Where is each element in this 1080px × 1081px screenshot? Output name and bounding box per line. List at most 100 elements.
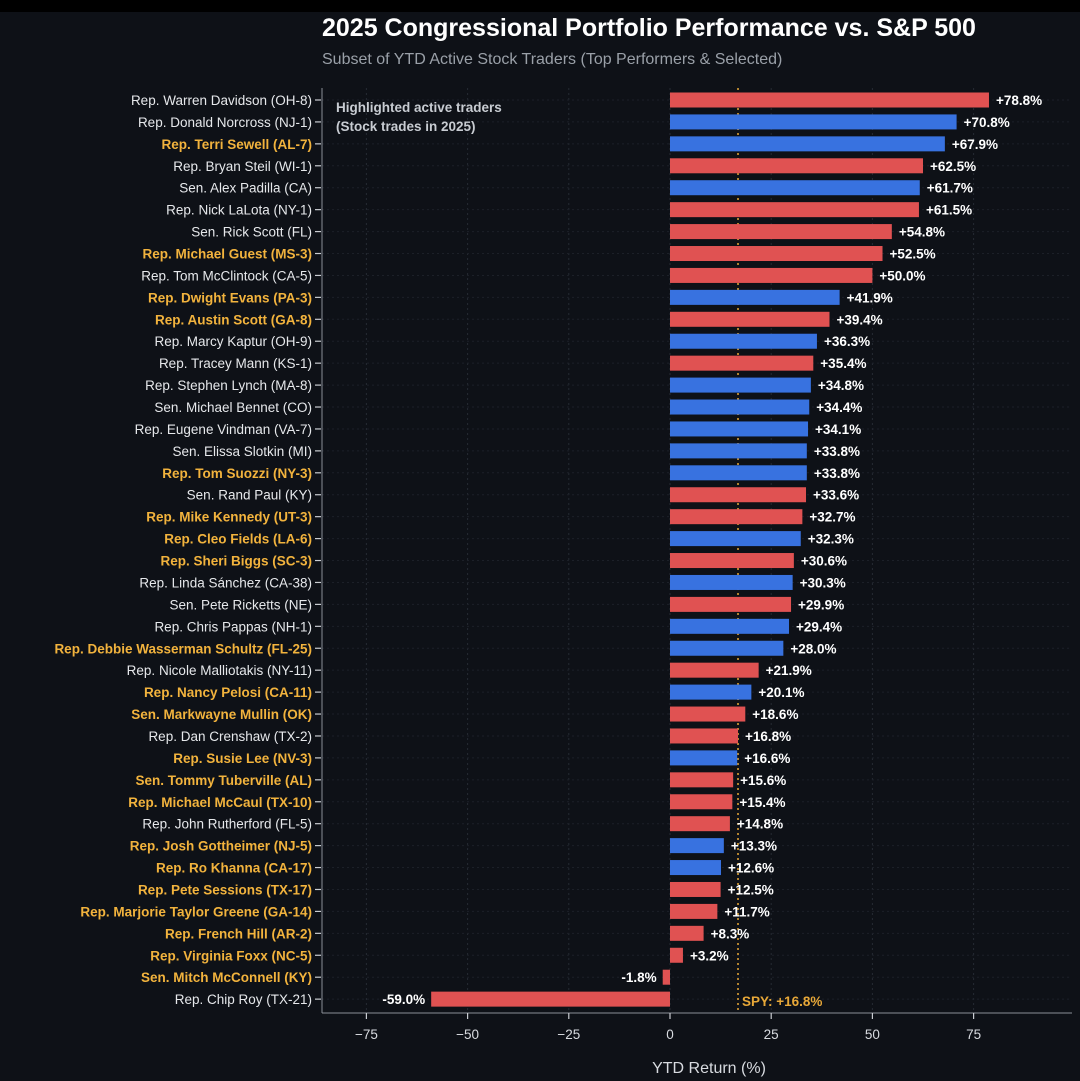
- x-tick-labels: −75 −50 −25 0 25 50 75: [355, 1013, 981, 1042]
- category-label: Rep. Mike Kennedy (UT-3): [146, 510, 312, 525]
- bar: [670, 684, 752, 700]
- bar: [670, 640, 784, 656]
- category-label: Rep. Marjorie Taylor Greene (GA-14): [80, 904, 312, 919]
- category-label: Rep. Marcy Kaptur (OH-9): [154, 334, 312, 349]
- value-label: +62.5%: [930, 159, 976, 174]
- x-tick-label: 0: [666, 1027, 674, 1042]
- bar: [670, 289, 840, 305]
- category-label: Rep. Dan Crenshaw (TX-2): [148, 729, 312, 744]
- category-label: Rep. John Rutherford (FL-5): [142, 817, 312, 832]
- value-labels: +78.8% +70.8% +67.9% +62.5% +61.7% +61.5% +54.…: [382, 93, 1042, 1007]
- value-label: +30.6%: [801, 554, 847, 569]
- bar: [670, 750, 738, 766]
- axes: [315, 88, 1072, 1014]
- spy-reference-label: SPY: +16.8%: [742, 994, 822, 1009]
- category-label: Sen. Elissa Slotkin (MI): [172, 444, 312, 459]
- value-label: +3.2%: [690, 948, 729, 963]
- bar: [670, 421, 809, 437]
- category-labels: Rep. Warren Davidson (OH-8) Rep. Donald N…: [54, 93, 312, 1007]
- category-label: Rep. Josh Gottheimer (NJ-5): [130, 839, 312, 854]
- category-label: Rep. Linda Sánchez (CA-38): [139, 575, 312, 590]
- bar: [670, 465, 807, 481]
- bar: [670, 903, 718, 919]
- category-label: Rep. Virginia Foxx (NC-5): [150, 948, 312, 963]
- value-label: +16.8%: [745, 729, 791, 744]
- category-label: Rep. Chip Roy (TX-21): [175, 992, 312, 1007]
- value-label: +35.4%: [820, 356, 866, 371]
- category-label: Rep. Debbie Wasserman Schultz (FL-25): [54, 641, 312, 656]
- value-label: +39.4%: [836, 312, 882, 327]
- value-label: +34.4%: [816, 400, 862, 415]
- category-label: Sen. Rand Paul (KY): [187, 488, 312, 503]
- bar: [670, 574, 793, 590]
- bar: [670, 794, 733, 810]
- x-tick-label: 75: [966, 1027, 981, 1042]
- value-label: +32.3%: [808, 532, 854, 547]
- bar: [431, 991, 670, 1007]
- value-label: +34.8%: [818, 378, 864, 393]
- category-label: Rep. Michael Guest (MS-3): [142, 247, 312, 262]
- chart-title: 2025 Congressional Portfolio Performance…: [322, 14, 976, 42]
- category-label: Sen. Tommy Tuberville (AL): [135, 773, 312, 788]
- value-label: +52.5%: [890, 247, 936, 262]
- category-label: Rep. Susie Lee (NV-3): [173, 751, 312, 766]
- bar: [670, 618, 790, 634]
- category-label: Rep. Stephen Lynch (MA-8): [145, 378, 312, 393]
- category-label: Rep. Dwight Evans (PA-3): [148, 290, 312, 305]
- category-label: Rep. Tom Suozzi (NY-3): [162, 466, 312, 481]
- category-label: Rep. Nick LaLota (NY-1): [166, 203, 312, 218]
- bar: [670, 596, 792, 612]
- bar: [670, 662, 759, 678]
- bar: [670, 267, 873, 283]
- value-label: +15.6%: [740, 773, 786, 788]
- value-label: +28.0%: [790, 641, 836, 656]
- bars: [431, 92, 989, 1007]
- x-tick-label: −25: [557, 1027, 580, 1042]
- bar: [670, 377, 811, 393]
- category-label: Rep. Tom McClintock (CA-5): [141, 268, 312, 283]
- value-label: +12.5%: [728, 882, 774, 897]
- value-label: +36.3%: [824, 334, 870, 349]
- value-label: +29.9%: [798, 597, 844, 612]
- top-border: [0, 0, 1080, 12]
- value-label: +70.8%: [964, 115, 1010, 130]
- bar: [670, 224, 892, 240]
- category-label: Sen. Markwayne Mullin (OK): [131, 707, 312, 722]
- value-label: +33.8%: [814, 444, 860, 459]
- value-label: +33.8%: [814, 466, 860, 481]
- value-label: +34.1%: [815, 422, 861, 437]
- category-label: Rep. Sheri Biggs (SC-3): [160, 554, 312, 569]
- category-label: Rep. Nancy Pelosi (CA-11): [144, 685, 312, 700]
- value-label: +50.0%: [879, 268, 925, 283]
- bar: [670, 311, 830, 327]
- category-label: Sen. Alex Padilla (CA): [179, 181, 312, 196]
- value-label: +20.1%: [758, 685, 804, 700]
- value-label: +13.3%: [731, 839, 777, 854]
- value-label: +61.5%: [926, 203, 972, 218]
- value-label: +41.9%: [847, 290, 893, 305]
- bar: [670, 860, 722, 876]
- bar: [670, 706, 746, 722]
- category-label: Rep. Austin Scott (GA-8): [155, 312, 312, 327]
- bar: [670, 487, 807, 503]
- value-label: +30.3%: [800, 575, 846, 590]
- bar: [670, 947, 683, 963]
- bar: [670, 443, 807, 459]
- category-label: Rep. Tracey Mann (KS-1): [159, 356, 312, 371]
- category-label: Rep. Warren Davidson (OH-8): [131, 93, 312, 108]
- bar: [670, 399, 810, 415]
- x-tick-label: 50: [865, 1027, 880, 1042]
- bar: [670, 114, 957, 130]
- category-label: Sen. Mitch McConnell (KY): [141, 970, 312, 985]
- category-label: Rep. Bryan Steil (WI-1): [173, 159, 312, 174]
- value-label: +61.7%: [927, 181, 973, 196]
- value-label: +78.8%: [996, 93, 1042, 108]
- annotation-line-2: (Stock trades in 2025): [336, 119, 476, 134]
- bar: [662, 969, 670, 985]
- bar: [670, 92, 989, 108]
- value-label: +16.6%: [744, 751, 790, 766]
- bar: [670, 553, 794, 569]
- x-axis-label: YTD Return (%): [652, 1060, 766, 1077]
- bar: [670, 728, 739, 744]
